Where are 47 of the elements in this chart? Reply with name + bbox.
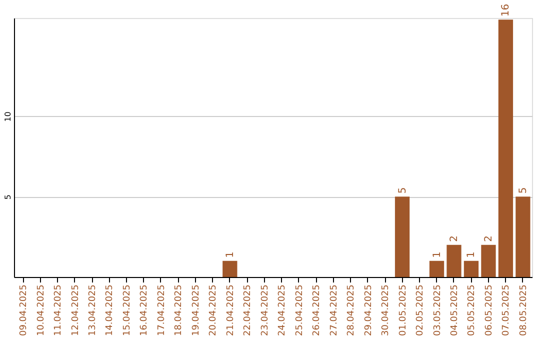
- x-tick-label: 23.04.2025: [260, 284, 270, 336]
- x-tick-label: 16.04.2025: [140, 284, 150, 336]
- x-tick-label: 06.05.2025: [484, 284, 494, 336]
- x-tick-label: 25.04.2025: [294, 284, 305, 336]
- x-tick-label: 07.05.2025: [502, 284, 512, 336]
- x-tick-label: 08.05.2025: [518, 284, 529, 336]
- data-label: 2: [483, 235, 494, 242]
- x-tick-label: 19.04.2025: [191, 284, 202, 336]
- x-tick-label: 12.04.2025: [70, 284, 81, 336]
- x-tick-label: 24.04.2025: [278, 284, 288, 336]
- x-tick-label: 11.04.2025: [54, 284, 64, 336]
- x-tick-label: 15.04.2025: [122, 284, 132, 336]
- bar: [394, 196, 410, 277]
- data-label: 16: [500, 4, 512, 17]
- x-tick-label: 02.05.2025: [416, 284, 426, 336]
- data-label: 1: [432, 252, 443, 258]
- bar: [222, 260, 238, 277]
- data-label: 2: [449, 235, 460, 242]
- x-tick-label: 09.04.2025: [19, 284, 30, 336]
- x-tick-label: 21.04.2025: [226, 284, 236, 336]
- x-tick-label: 22.04.2025: [243, 284, 254, 336]
- data-label: 5: [518, 187, 529, 194]
- x-tick-label: 01.05.2025: [398, 284, 408, 336]
- x-tick-label: 26.04.2025: [312, 284, 322, 336]
- bar: [446, 244, 462, 277]
- x-tick-label: 28.04.2025: [346, 284, 357, 336]
- x-tick-label: 03.05.2025: [432, 284, 443, 336]
- bar: [516, 196, 530, 277]
- x-tick-label: 20.04.2025: [208, 284, 219, 336]
- bar: [498, 20, 514, 277]
- bar: [481, 244, 496, 277]
- x-tick-label: 05.05.2025: [467, 284, 478, 336]
- x-tick-label: 29.04.2025: [364, 284, 374, 336]
- bar: [429, 260, 444, 277]
- x-tick-label: 04.05.2025: [450, 284, 460, 336]
- x-tick-label: 14.04.2025: [105, 284, 116, 336]
- x-tick-label: 13.04.2025: [88, 284, 98, 336]
- x-tick-label: 30.04.2025: [381, 284, 392, 336]
- x-tick-label: 10.04.2025: [36, 284, 46, 336]
- bar: [464, 260, 479, 277]
- y-tick-label: 10: [4, 112, 12, 122]
- data-label: 1: [466, 252, 478, 258]
- data-label: 1: [224, 252, 236, 258]
- data-label: 5: [397, 187, 408, 194]
- x-tick-label: 17.04.2025: [156, 284, 167, 336]
- x-tick-label: 27.04.2025: [329, 284, 340, 336]
- x-tick-label: 18.04.2025: [174, 284, 184, 336]
